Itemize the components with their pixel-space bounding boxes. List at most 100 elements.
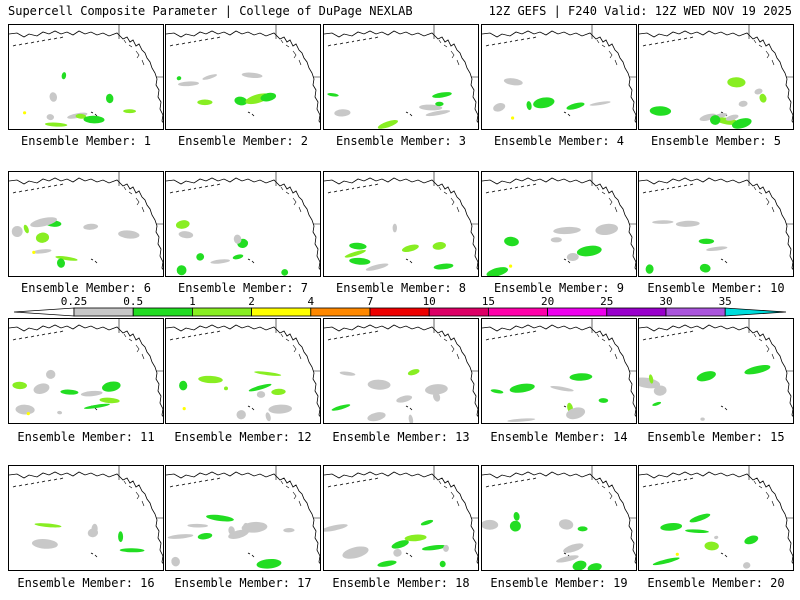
- scp-shading: [349, 242, 367, 250]
- coastline-alaska: [166, 471, 320, 564]
- scp-shading: [12, 381, 27, 390]
- scale-swatch-4: [251, 307, 312, 317]
- scp-shading: [435, 101, 444, 107]
- scale-tick-label: 25: [600, 296, 613, 308]
- scp-shading: [577, 526, 588, 532]
- scp-shading: [432, 242, 446, 250]
- coastline-alaska: [324, 30, 478, 123]
- coastline-alaska: [324, 471, 478, 564]
- member-map-7: [165, 171, 321, 277]
- hawaii: [405, 405, 413, 411]
- member-map-12: [165, 318, 321, 424]
- scp-shading: [699, 263, 711, 273]
- coastline-alaska: [482, 30, 636, 123]
- scp-shading: [696, 371, 716, 382]
- scp-shading: [486, 267, 509, 276]
- scp-shading: [232, 254, 244, 260]
- aleutian-islands: [12, 477, 64, 488]
- scale-swatch-9: [547, 307, 608, 317]
- scale-tick-label: 7: [367, 296, 374, 308]
- scp-shading: [118, 531, 124, 543]
- borders: [118, 466, 163, 519]
- scp-shading: [324, 524, 348, 532]
- scp-shading: [649, 106, 672, 116]
- scp-shading: [367, 379, 391, 390]
- member-label-16: Ensemble Member: 16: [17, 576, 155, 590]
- scp-shading: [176, 265, 187, 276]
- scp-shading-high: [509, 264, 513, 268]
- scp-shading: [553, 226, 581, 235]
- aleutian-islands: [642, 330, 694, 341]
- aleutian-islands: [485, 477, 537, 488]
- member-map-1: [8, 24, 164, 130]
- coastline-alaska: [639, 177, 793, 270]
- scp-shading: [210, 259, 230, 264]
- hawaii: [247, 111, 255, 117]
- aleutian-islands: [485, 183, 537, 194]
- aleutian-islands: [485, 330, 537, 341]
- scp-shading: [80, 390, 103, 397]
- scp-shading: [11, 226, 23, 237]
- borders: [275, 172, 320, 225]
- scp-shading: [744, 365, 771, 375]
- scp-shading: [744, 535, 759, 545]
- scale-swatch-10: [606, 307, 667, 317]
- scp-shading: [34, 523, 62, 528]
- coastline-alaska: [166, 30, 320, 123]
- scp-shading: [738, 100, 748, 107]
- scp-shading: [206, 514, 234, 522]
- scale-tick-label: 4: [307, 296, 314, 308]
- member-map-16: [8, 465, 164, 571]
- scale-tick-label: 2: [248, 296, 255, 308]
- scp-shading: [754, 88, 763, 95]
- scp-shading: [509, 383, 535, 393]
- scp-shading: [587, 563, 602, 570]
- scp-shading: [572, 560, 587, 570]
- member-map-14: [481, 318, 637, 424]
- hawaii: [405, 258, 413, 264]
- scp-shading: [490, 389, 504, 394]
- scale-tick-label: 0.25: [61, 296, 88, 308]
- scp-shading: [566, 102, 585, 110]
- scp-shading: [105, 93, 114, 104]
- scp-shading: [404, 534, 427, 542]
- hawaii: [720, 258, 728, 264]
- scp-shading: [377, 560, 397, 567]
- scp-shading: [178, 81, 199, 87]
- borders: [591, 319, 636, 372]
- hawaii: [720, 405, 728, 411]
- coastline-alaska: [482, 177, 636, 270]
- scp-shading: [598, 398, 609, 403]
- scale-swatch-5: [310, 307, 371, 317]
- scp-shading: [83, 403, 110, 409]
- scp-shading: [241, 72, 263, 79]
- scp-shading: [714, 535, 719, 540]
- hawaii: [247, 258, 255, 264]
- hawaii: [405, 111, 413, 117]
- scale-high-end: [724, 307, 787, 317]
- aleutian-islands: [12, 36, 64, 47]
- scp-shading-high: [32, 250, 36, 254]
- scp-shading: [339, 371, 356, 376]
- scp-shading: [248, 383, 272, 392]
- scp-shading: [35, 232, 50, 243]
- scp-shading: [61, 72, 67, 80]
- scp-shading: [509, 520, 521, 532]
- scp-shading: [344, 250, 366, 258]
- scp-shading: [197, 99, 213, 106]
- hawaii: [563, 111, 571, 117]
- scp-shading: [425, 110, 451, 117]
- borders: [275, 25, 320, 78]
- member-label-10: Ensemble Member: 10: [647, 281, 785, 295]
- scale-swatch-1: [73, 307, 134, 317]
- member-label-3: Ensemble Member: 3: [335, 134, 467, 148]
- aleutian-islands: [327, 477, 379, 488]
- scale-tick-label: 10: [423, 296, 436, 308]
- scp-shading: [595, 223, 619, 236]
- scale-tick-label: 1: [189, 296, 196, 308]
- scp-shading: [419, 104, 443, 111]
- scp-shading: [271, 388, 286, 396]
- scp-shading: [83, 223, 99, 230]
- scp-shading: [15, 404, 35, 415]
- scp-shading: [123, 109, 136, 114]
